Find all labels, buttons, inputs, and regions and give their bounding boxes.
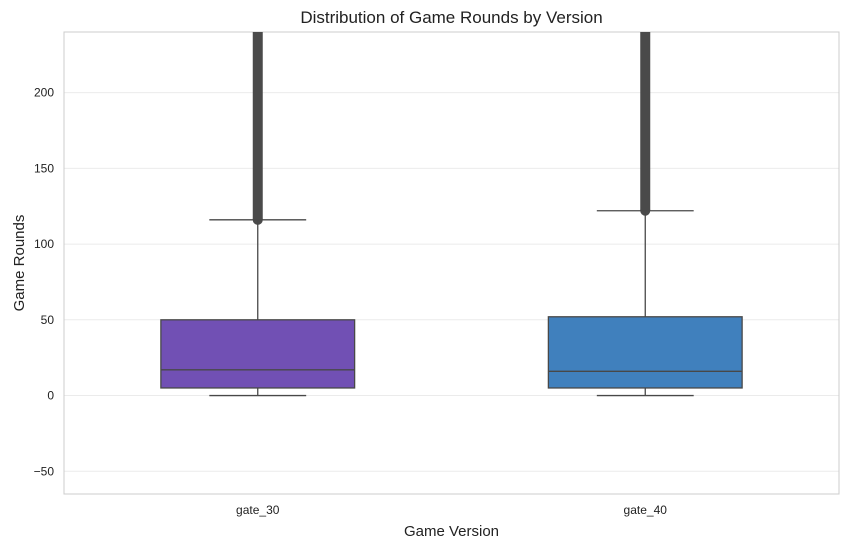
y-tick-label: 150 — [34, 161, 54, 175]
plot-frame — [63, 31, 840, 495]
grid-lines — [64, 92, 839, 472]
x-tick-label: gate_30 — [236, 503, 280, 517]
y-tick-labels: −50 0 50 100 150 200 — [34, 86, 55, 479]
box-gate_40 — [547, 316, 743, 389]
y-tick-label: 0 — [47, 389, 54, 403]
y-tick-label: −50 — [34, 464, 55, 478]
x-tick-label: gate_40 — [624, 503, 668, 517]
x-axis-label: Game Version — [404, 523, 499, 540]
y-axis-label: Game Rounds — [11, 215, 28, 312]
chart-title: Distribution of Game Rounds by Version — [300, 8, 602, 27]
y-tick-label: 200 — [34, 86, 54, 100]
y-tick-label: 50 — [41, 313, 55, 327]
x-tick-labels: gate_30 gate_40 — [236, 503, 667, 517]
box-gate_30 — [160, 319, 356, 389]
y-tick-label: 100 — [34, 237, 54, 251]
boxes — [160, 32, 743, 397]
